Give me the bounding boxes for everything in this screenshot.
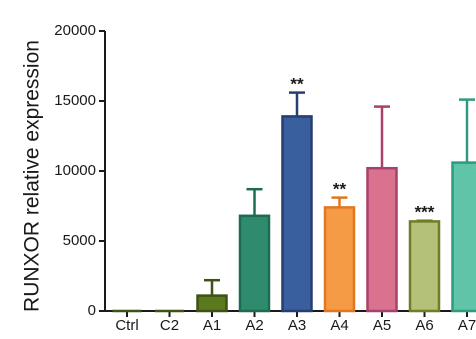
x-tick-label: A2 — [245, 317, 263, 334]
y-tick-label: 5000 — [63, 232, 96, 249]
y-tick-label: 10000 — [54, 162, 96, 179]
y-axis-label: RUNXOR relative expression — [21, 40, 44, 312]
x-tick-label: A4 — [330, 317, 348, 334]
x-tick-label: A7 — [458, 317, 476, 334]
significance-label: *** — [415, 203, 435, 222]
x-tick-label: A6 — [415, 317, 433, 334]
bar-a5 — [368, 168, 397, 311]
significance-label: ** — [333, 180, 347, 199]
bar-a6 — [410, 221, 439, 311]
bar-a7 — [453, 163, 476, 311]
y-tick-label: 0 — [88, 302, 96, 319]
bar-a3 — [283, 116, 312, 311]
x-tick-label: A5 — [373, 317, 391, 334]
y-tick-label: 20000 — [54, 22, 96, 39]
x-tick-label: Ctrl — [115, 317, 138, 334]
x-tick-label: A3 — [288, 317, 306, 334]
bar-a2 — [240, 216, 269, 311]
x-tick-label: C2 — [160, 317, 179, 334]
significance-label: ** — [290, 75, 304, 94]
y-tick-label: 15000 — [54, 92, 96, 109]
bar-a4 — [325, 207, 354, 311]
bar-a1 — [198, 296, 227, 311]
x-tick-label: A1 — [203, 317, 221, 334]
